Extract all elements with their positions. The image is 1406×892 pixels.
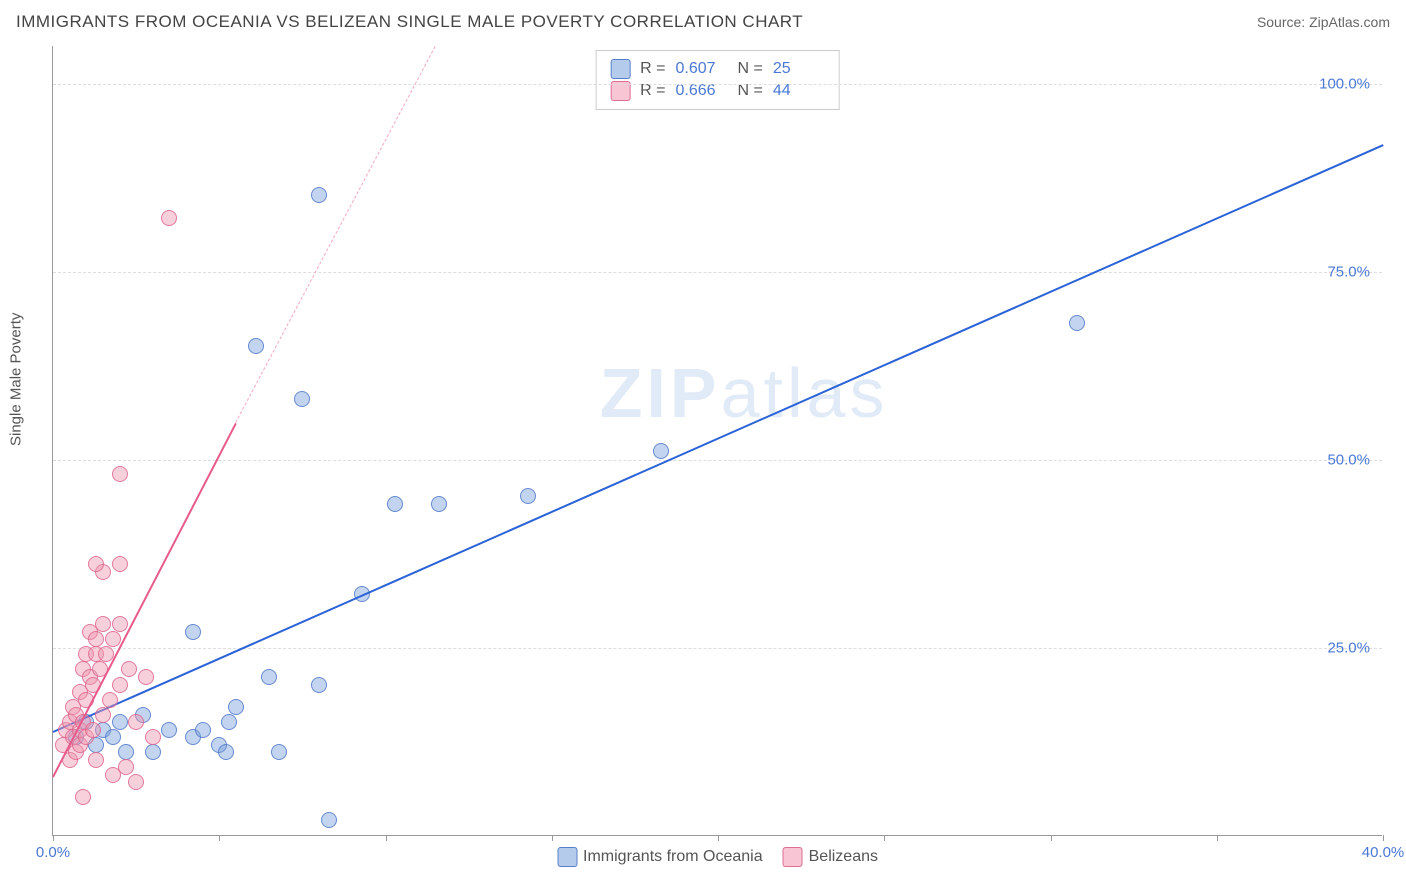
y-tick-label: 25.0% xyxy=(1327,639,1370,656)
data-point xyxy=(121,661,137,677)
data-point xyxy=(138,669,154,685)
data-point xyxy=(105,729,121,745)
x-tick xyxy=(1383,835,1384,841)
r-value: 0.607 xyxy=(676,60,728,78)
swatch-icon xyxy=(783,847,803,867)
n-value: 25 xyxy=(773,60,825,78)
data-point xyxy=(311,677,327,693)
x-tick xyxy=(386,835,387,841)
chart-title: IMMIGRANTS FROM OCEANIA VS BELIZEAN SING… xyxy=(16,12,803,32)
trend-line xyxy=(235,47,436,424)
data-point xyxy=(653,443,669,459)
legend-label: Immigrants from Oceania xyxy=(583,848,763,865)
gridline xyxy=(53,272,1382,273)
source-attribution: Source: ZipAtlas.com xyxy=(1257,14,1390,30)
data-point xyxy=(128,774,144,790)
swatch-icon xyxy=(610,59,630,79)
data-point xyxy=(118,759,134,775)
gridline xyxy=(53,648,1382,649)
data-point xyxy=(112,677,128,693)
chart-container: IMMIGRANTS FROM OCEANIA VS BELIZEAN SING… xyxy=(0,0,1406,892)
n-label: N = xyxy=(738,82,763,100)
trend-line xyxy=(53,144,1384,733)
data-point xyxy=(520,488,536,504)
swatch-icon xyxy=(557,847,577,867)
data-point xyxy=(112,466,128,482)
data-point xyxy=(431,496,447,512)
data-point xyxy=(221,714,237,730)
data-point xyxy=(95,616,111,632)
x-tick xyxy=(1217,835,1218,841)
data-point xyxy=(387,496,403,512)
x-tick xyxy=(884,835,885,841)
data-point xyxy=(321,812,337,828)
data-point xyxy=(1069,315,1085,331)
x-tick-label: 0.0% xyxy=(36,844,70,861)
data-point xyxy=(95,707,111,723)
legend-item: Immigrants from Oceania xyxy=(557,847,763,867)
plot-area: ZIPatlas R = 0.607 N = 25 R = 0.666 N = … xyxy=(52,46,1382,836)
gridline xyxy=(53,460,1382,461)
data-point xyxy=(161,722,177,738)
data-point xyxy=(145,729,161,745)
x-tick xyxy=(552,835,553,841)
data-point xyxy=(145,744,161,760)
data-point xyxy=(85,722,101,738)
data-point xyxy=(112,714,128,730)
data-point xyxy=(75,789,91,805)
n-label: N = xyxy=(738,60,763,78)
data-point xyxy=(228,699,244,715)
correlation-legend: R = 0.607 N = 25 R = 0.666 N = 44 xyxy=(595,50,840,110)
n-value: 44 xyxy=(773,82,825,100)
r-label: R = xyxy=(640,82,665,100)
y-tick-label: 100.0% xyxy=(1319,75,1370,92)
data-point xyxy=(128,714,144,730)
data-point xyxy=(195,722,211,738)
legend-item: Belizeans xyxy=(783,847,878,867)
y-tick-label: 50.0% xyxy=(1327,451,1370,468)
data-point xyxy=(271,744,287,760)
r-label: R = xyxy=(640,60,665,78)
data-point xyxy=(105,631,121,647)
data-point xyxy=(118,744,134,760)
watermark-rest: atlas xyxy=(721,354,889,432)
data-point xyxy=(112,616,128,632)
x-tick xyxy=(219,835,220,841)
data-point xyxy=(88,752,104,768)
legend-label: Belizeans xyxy=(809,848,878,865)
data-point xyxy=(294,391,310,407)
data-point xyxy=(102,692,118,708)
header: IMMIGRANTS FROM OCEANIA VS BELIZEAN SING… xyxy=(16,12,1390,32)
x-tick xyxy=(53,835,54,841)
r-value: 0.666 xyxy=(676,82,728,100)
data-point xyxy=(88,631,104,647)
series-legend: Immigrants from Oceania Belizeans xyxy=(557,847,878,867)
data-point xyxy=(112,556,128,572)
data-point xyxy=(311,187,327,203)
gridline xyxy=(53,84,1382,85)
data-point xyxy=(88,556,104,572)
y-tick-label: 75.0% xyxy=(1327,263,1370,280)
data-point xyxy=(185,624,201,640)
x-tick xyxy=(718,835,719,841)
watermark-bold: ZIP xyxy=(600,354,721,432)
x-tick-label: 40.0% xyxy=(1362,844,1405,861)
legend-row: R = 0.607 N = 25 xyxy=(610,59,825,79)
data-point xyxy=(161,210,177,226)
x-tick xyxy=(1051,835,1052,841)
watermark: ZIPatlas xyxy=(600,353,889,433)
data-point xyxy=(248,338,264,354)
data-point xyxy=(261,669,277,685)
data-point xyxy=(218,744,234,760)
y-axis-label: Single Male Poverty xyxy=(8,313,25,446)
